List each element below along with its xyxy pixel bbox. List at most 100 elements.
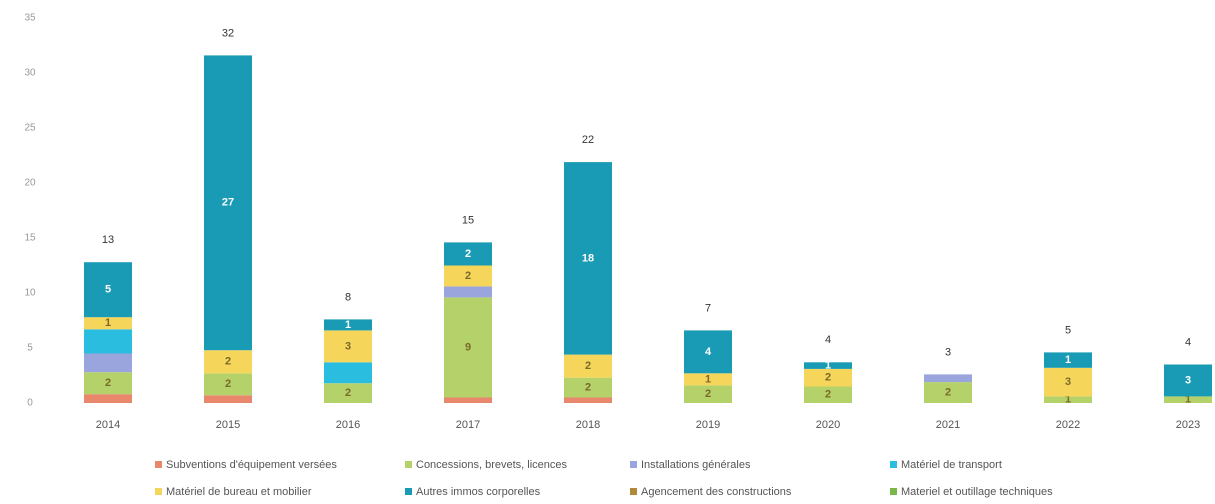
legend-swatch [630,488,637,495]
data-label: 1 [1065,394,1071,406]
bar-segment [684,330,732,374]
total-label: 5 [1065,324,1071,336]
x-tick-label: 2020 [816,419,840,431]
y-tick-label: 30 [24,68,36,79]
legend-label: Autres immos corporelles [416,486,541,498]
x-tick-label: 2016 [336,419,360,431]
data-label: 18 [582,252,594,264]
data-label: 9 [465,341,471,353]
bar-segment [1044,352,1092,368]
legend-label: Matériel de bureau et mobilier [166,486,312,498]
data-label: 2 [225,356,231,368]
data-label: 2 [705,388,711,400]
data-label: 2 [345,387,351,399]
bar-segment [924,382,972,403]
total-label: 4 [825,334,831,346]
total-label: 8 [345,291,351,303]
total-label: 32 [222,27,234,39]
data-label: 5 [105,284,111,296]
data-label: 3 [345,340,351,352]
bar-segment [564,354,612,378]
bar-segment [84,353,132,373]
legend-swatch [630,461,637,468]
bar-segment [444,242,492,266]
bar-segment [804,362,852,369]
y-tick-label: 20 [24,178,36,189]
bar-segment [444,297,492,398]
legend-label: Installations générales [641,459,751,471]
y-tick-label: 0 [27,398,33,409]
data-label: 1 [105,317,111,329]
x-tick-label: 2022 [1056,419,1080,431]
legend-label: Concessions, brevets, licences [416,459,568,471]
bar-segment [444,286,492,298]
data-label: 2 [585,360,591,372]
legend-swatch [890,461,897,468]
legend-swatch [155,461,162,468]
legend-swatch [405,488,412,495]
x-tick-label: 2014 [96,419,120,431]
bar-segment [324,362,372,384]
bar-segment [84,372,132,395]
y-tick-label: 10 [24,288,36,299]
bar-segment [324,319,372,331]
data-label: 1 [1065,354,1071,366]
bar-segment [684,373,732,386]
data-label: 3 [1185,374,1191,386]
data-label: 1 [1185,394,1191,406]
data-label: 1 [345,319,351,331]
data-label: 2 [105,377,111,389]
bar-segment [84,262,132,318]
bar-segment [1164,396,1212,403]
total-label: 22 [582,134,594,146]
bar-segment [84,394,132,403]
bar-segment [324,383,372,403]
x-tick-label: 2015 [216,419,240,431]
bar-segment [204,373,252,396]
data-label: 2 [945,386,951,398]
legend-swatch [405,461,412,468]
legend-label: Subventions d'équipement versées [166,459,337,471]
data-label: 1 [705,373,711,385]
bar-segment [1044,367,1092,397]
legend-label: Matériel de transport [901,459,1002,471]
data-label: 2 [825,389,831,401]
y-tick-label: 35 [24,13,36,24]
bar-segment [564,377,612,398]
bar-segment [684,385,732,403]
data-label: 2 [825,372,831,384]
total-label: 4 [1185,336,1191,348]
data-label: 1 [825,360,831,372]
total-label: 15 [462,214,474,226]
total-label: 7 [705,302,711,314]
data-label: 3 [1065,376,1071,388]
bar-segment [324,330,372,363]
bar-segment [84,329,132,354]
legend-swatch [155,488,162,495]
total-label: 3 [945,346,951,358]
legend-swatch [890,488,897,495]
data-label: 2 [585,382,591,394]
data-label: 2 [225,378,231,390]
bar-segment [1044,396,1092,403]
y-tick-label: 15 [24,233,36,244]
x-tick-label: 2017 [456,419,480,431]
data-label: 4 [705,346,712,358]
data-label: 2 [465,248,471,260]
legend-label: Agencement des constructions [641,486,792,498]
data-label: 2 [465,270,471,282]
bar-segment [564,397,612,403]
bar-segment [444,265,492,287]
x-tick-label: 2019 [696,419,720,431]
bar-segment [204,55,252,351]
x-tick-label: 2018 [576,419,600,431]
y-tick-label: 5 [27,343,33,354]
x-tick-label: 2023 [1176,419,1200,431]
bar-segment [804,368,852,387]
bar-segment [204,350,252,374]
bar-segment [564,162,612,355]
bar-segment [1164,364,1212,397]
legend-label: Materiel et outillage techniques [901,486,1053,498]
bar-segment [84,317,132,330]
